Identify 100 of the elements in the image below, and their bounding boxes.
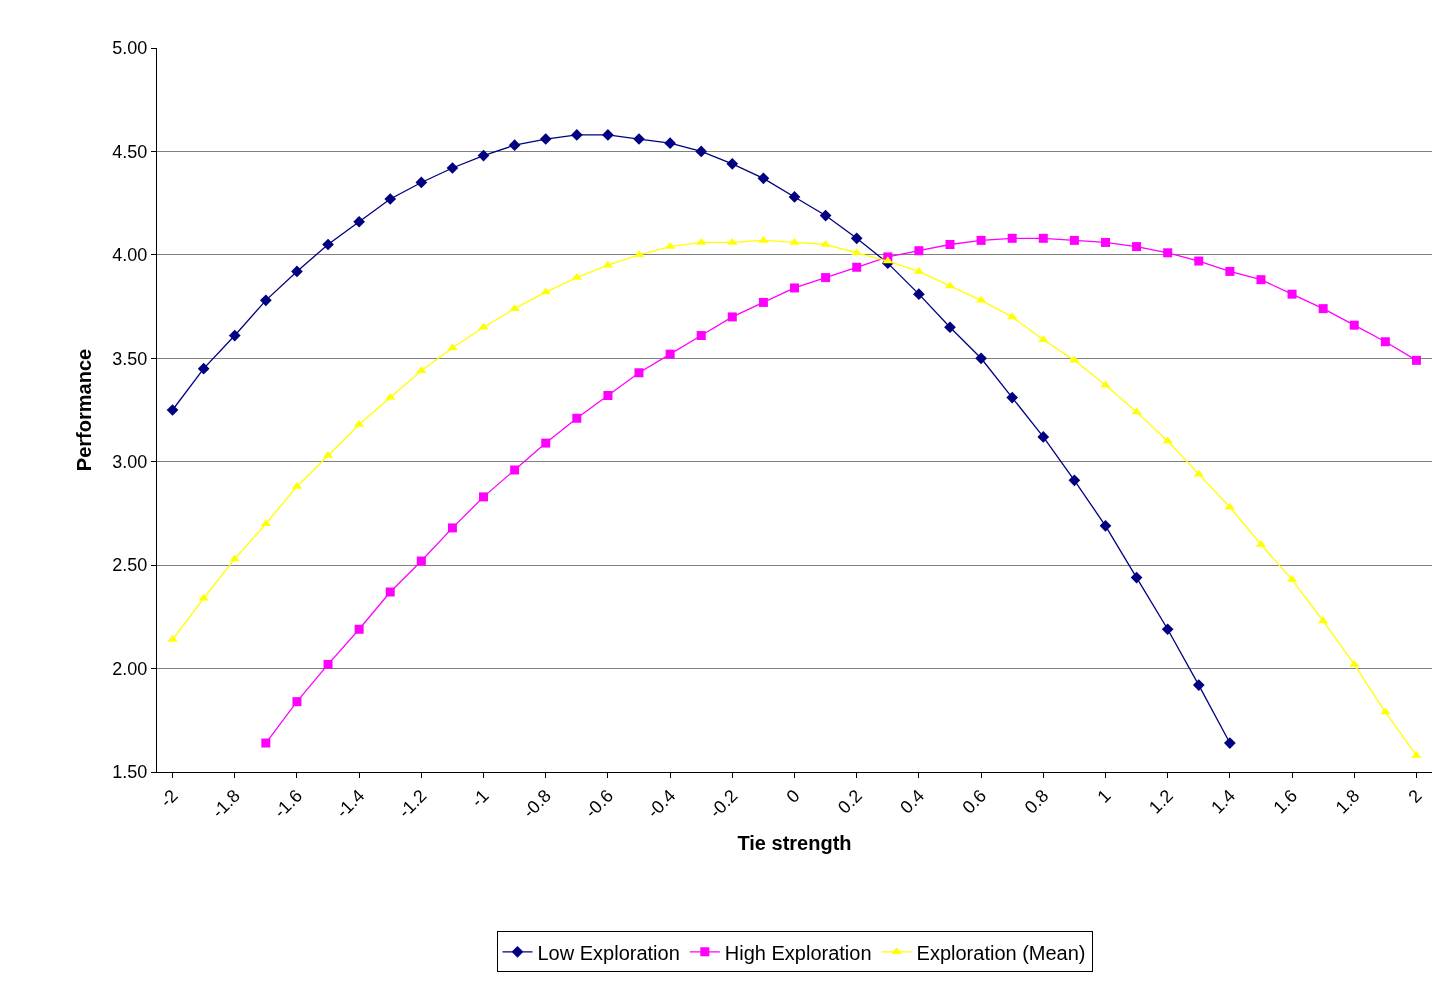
point xyxy=(261,738,271,748)
y-tick-label: 3.00 xyxy=(112,452,148,473)
point xyxy=(1069,235,1079,245)
point xyxy=(353,215,365,228)
point xyxy=(478,322,489,330)
point xyxy=(322,238,334,251)
point xyxy=(1037,431,1050,443)
point xyxy=(291,265,303,278)
point xyxy=(696,331,706,341)
y-tick-label: 5.00 xyxy=(112,38,148,59)
x-tick-label: -0.6 xyxy=(581,785,618,822)
y-tick-label: 4.50 xyxy=(112,141,148,162)
point xyxy=(1100,237,1110,247)
x-axis-title: Tie strength xyxy=(737,832,852,855)
point xyxy=(477,149,490,162)
point xyxy=(790,283,799,293)
point xyxy=(447,343,458,351)
point xyxy=(1132,242,1142,252)
point xyxy=(508,139,521,152)
x-tick-label: 1.8 xyxy=(1331,785,1364,818)
point xyxy=(539,133,552,145)
x-tick-label: 0.6 xyxy=(958,785,991,818)
point xyxy=(541,438,551,448)
point xyxy=(852,262,862,272)
point xyxy=(1411,355,1421,365)
point xyxy=(1256,275,1266,285)
x-tick-label: -2 xyxy=(156,785,182,812)
x-tick-label: 0.8 xyxy=(1020,785,1053,818)
x-tick-label: -1 xyxy=(467,785,493,812)
x-tick-label: 0.4 xyxy=(896,785,929,818)
x-tick-label: 1.6 xyxy=(1269,785,1302,818)
point xyxy=(1380,337,1390,347)
x-tick-label: 0.2 xyxy=(834,785,866,818)
y-tick-label: 2.50 xyxy=(112,555,148,576)
point xyxy=(1192,679,1205,691)
point xyxy=(975,352,987,365)
point xyxy=(1380,707,1391,715)
point xyxy=(259,294,272,307)
point xyxy=(1287,289,1297,299)
point xyxy=(1411,750,1422,758)
point xyxy=(882,256,893,264)
point xyxy=(229,554,240,562)
point xyxy=(851,248,862,256)
point xyxy=(914,246,924,256)
point xyxy=(1069,355,1080,363)
x-tick-label: -1.6 xyxy=(270,785,307,822)
point xyxy=(695,145,708,158)
point xyxy=(1161,623,1174,636)
point xyxy=(1038,233,1048,243)
point xyxy=(1163,248,1173,258)
point xyxy=(1349,320,1359,330)
point xyxy=(510,465,520,475)
point xyxy=(166,404,179,416)
point xyxy=(1225,266,1235,276)
y-tick-label: 2.00 xyxy=(112,658,148,679)
legend-label: High Exploration xyxy=(724,941,872,964)
point xyxy=(1099,519,1112,532)
point xyxy=(665,349,675,359)
x-tick-label: 2 xyxy=(1404,785,1426,807)
point xyxy=(323,659,333,669)
x-tick-label: -0.2 xyxy=(705,785,742,822)
point xyxy=(570,129,583,141)
x-tick-label: 0 xyxy=(782,785,804,807)
y-tick-label: 4.00 xyxy=(112,245,148,266)
point xyxy=(788,191,801,203)
point xyxy=(1007,233,1017,243)
x-tick-label: 1 xyxy=(1093,785,1115,807)
x-tick-label: -1.2 xyxy=(394,785,431,822)
x-tick-label: -0.4 xyxy=(643,785,680,822)
point xyxy=(572,413,582,423)
y-axis-title: Performance xyxy=(72,348,95,472)
x-tick-label: 1.2 xyxy=(1145,785,1177,818)
point xyxy=(727,237,738,245)
point xyxy=(944,321,956,334)
point xyxy=(727,312,737,322)
point xyxy=(447,523,457,533)
point xyxy=(1224,737,1236,749)
y-tick-label: 1.50 xyxy=(112,762,148,783)
point xyxy=(789,237,800,245)
point xyxy=(1318,304,1328,314)
point xyxy=(758,235,769,243)
point xyxy=(664,137,676,149)
point xyxy=(197,362,210,375)
point xyxy=(1130,571,1143,584)
x-tick-label: -1.4 xyxy=(332,785,369,822)
x-tick-label: -1.8 xyxy=(207,785,244,822)
point xyxy=(758,297,768,307)
point xyxy=(292,697,302,707)
x-tick-label: -0.8 xyxy=(518,785,555,822)
point xyxy=(446,162,459,174)
point xyxy=(726,157,739,170)
point xyxy=(821,273,831,283)
point xyxy=(819,209,832,222)
x-tick-label: 1.4 xyxy=(1207,785,1240,818)
point xyxy=(850,232,863,245)
point xyxy=(602,129,614,141)
point xyxy=(757,172,770,185)
legend-label: Exploration (Mean) xyxy=(916,941,1086,964)
point xyxy=(634,368,644,378)
point xyxy=(354,624,364,634)
